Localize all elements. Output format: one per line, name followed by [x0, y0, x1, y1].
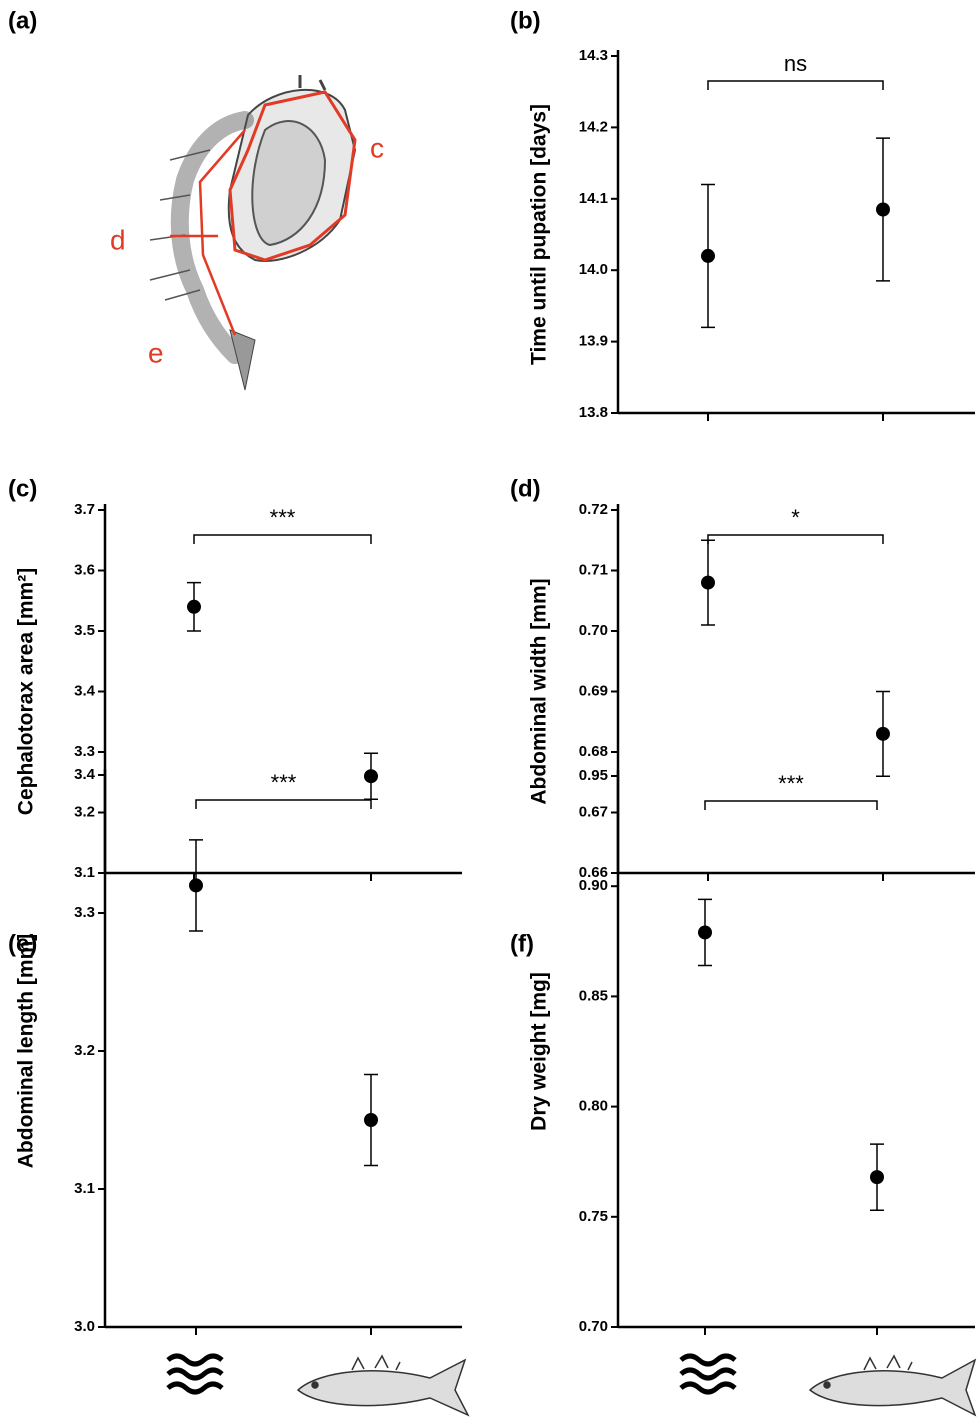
y-tick-label: 3.2 — [74, 1042, 95, 1059]
y-tick-label: 3.5 — [74, 622, 95, 639]
significance-label: *** — [778, 771, 804, 796]
y-tick-label: 3.2 — [74, 803, 95, 820]
y-axis-label: Cephalotorax area [mm²] — [15, 568, 38, 815]
y-axis-label: Dry weight [mg] — [528, 972, 551, 1131]
drawing-annotation: e — [148, 337, 164, 368]
y-tick-label: 0.95 — [579, 767, 608, 784]
panel-label: (b) — [510, 7, 541, 34]
y-tick-label: 0.70 — [579, 622, 608, 639]
drawing-annotation: d — [110, 224, 126, 255]
y-tick-label: 0.71 — [579, 561, 608, 578]
stickleback-icon — [296, 1354, 977, 1417]
significance-bracket — [707, 534, 884, 544]
y-tick-label: 3.4 — [74, 682, 96, 699]
panel-label: (c) — [8, 475, 37, 502]
y-tick-label: 3.3 — [74, 743, 95, 760]
y-tick-label: 0.68 — [579, 743, 608, 760]
panel-label: (f) — [510, 930, 534, 957]
y-tick-label: 14.2 — [579, 118, 608, 135]
y-tick-label: 14.3 — [579, 47, 608, 64]
y-tick-label: 14.1 — [579, 190, 608, 207]
mean-point — [876, 202, 890, 217]
y-axis-label: Time until pupation [days] — [528, 104, 551, 365]
y-tick-label: 0.67 — [579, 803, 608, 820]
y-tick-label: 3.1 — [74, 864, 95, 881]
y-tick-label: 0.69 — [579, 682, 608, 699]
y-axis-label: Abdominal length [mm] — [15, 934, 38, 1169]
y-axis-label: Abdominal width [mm] — [528, 578, 551, 804]
mean-point — [187, 599, 201, 614]
y-tick-label: 3.3 — [74, 904, 95, 921]
mean-point — [364, 1113, 378, 1127]
y-tick-label: 0.80 — [579, 1098, 608, 1115]
significance-bracket — [707, 80, 884, 90]
panel-label: (d) — [510, 475, 541, 502]
significance-label: * — [791, 505, 800, 530]
panel-label: (a) — [8, 7, 37, 34]
y-tick-label: 3.1 — [74, 1180, 95, 1197]
significance-label: *** — [270, 505, 296, 530]
y-tick-label: 14.0 — [579, 261, 608, 278]
larva-drawing — [149, 75, 357, 391]
significance-bracket — [704, 800, 878, 810]
y-tick-label: 0.75 — [579, 1208, 608, 1225]
y-tick-label: 0.66 — [579, 864, 608, 881]
still-water-icon — [166, 1353, 737, 1395]
y-tick-label: 0.90 — [579, 877, 608, 894]
mean-point — [701, 248, 715, 263]
mean-point — [698, 925, 712, 940]
y-tick-label: 3.6 — [74, 561, 95, 578]
significance-bracket — [195, 799, 372, 809]
mean-point — [364, 769, 378, 784]
y-tick-label: 13.9 — [579, 333, 608, 350]
y-tick-label: 0.85 — [579, 987, 608, 1004]
y-tick-label: 3.4 — [74, 766, 96, 783]
y-tick-label: 3.0 — [74, 1318, 95, 1335]
significance-bracket — [193, 534, 372, 544]
drawing-annotation: c — [370, 132, 384, 163]
mean-point — [876, 726, 890, 741]
panel-label: (e) — [8, 930, 37, 957]
significance-label: ns — [784, 51, 807, 76]
mean-point — [870, 1170, 884, 1185]
mean-point — [189, 878, 203, 893]
y-tick-label: 0.70 — [579, 1318, 608, 1335]
y-tick-label: 3.7 — [74, 501, 95, 518]
mean-point — [701, 575, 715, 590]
significance-label: *** — [271, 770, 297, 795]
y-tick-label: 0.72 — [579, 501, 608, 518]
y-tick-label: 13.8 — [579, 404, 608, 421]
